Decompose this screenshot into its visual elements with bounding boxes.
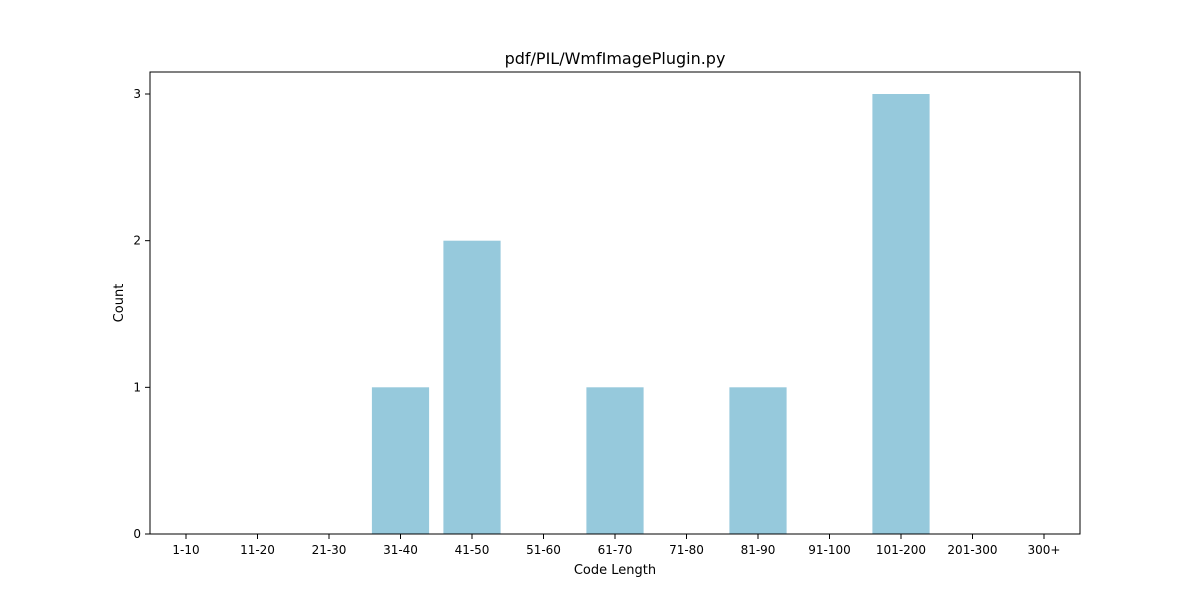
x-tick-label: 91-100 bbox=[808, 543, 851, 557]
x-axis-label: Code Length bbox=[574, 563, 656, 578]
bar-81-90 bbox=[729, 387, 786, 534]
x-tick-label: 201-300 bbox=[947, 543, 997, 557]
x-tick-label: 300+ bbox=[1028, 543, 1061, 557]
x-tick-label: 51-60 bbox=[526, 543, 561, 557]
bar-41-50 bbox=[443, 241, 500, 534]
x-tick-label: 21-30 bbox=[312, 543, 347, 557]
x-tick-label: 81-90 bbox=[741, 543, 776, 557]
x-tick-label: 31-40 bbox=[383, 543, 418, 557]
chart-title: pdf/PIL/WmfImagePlugin.py bbox=[505, 49, 726, 68]
bar-101-200 bbox=[872, 94, 929, 534]
y-tick-label: 2 bbox=[133, 234, 141, 248]
y-axis: 0 1 2 3 bbox=[133, 87, 150, 541]
bar-61-70 bbox=[586, 387, 643, 534]
x-axis: 1-10 11-20 21-30 31-40 41-50 51-60 61-70 71-80 8… bbox=[172, 534, 1060, 557]
y-tick-label: 0 bbox=[133, 527, 141, 541]
x-tick-label: 71-80 bbox=[669, 543, 704, 557]
x-tick-label: 11-20 bbox=[240, 543, 275, 557]
bars-group bbox=[372, 94, 930, 534]
y-tick-label: 1 bbox=[133, 380, 141, 394]
x-tick-label: 101-200 bbox=[876, 543, 926, 557]
bar-31-40 bbox=[372, 387, 429, 534]
x-tick-label: 1-10 bbox=[172, 543, 199, 557]
y-tick-label: 3 bbox=[133, 87, 141, 101]
x-tick-label: 41-50 bbox=[455, 543, 490, 557]
x-tick-label: 61-70 bbox=[598, 543, 633, 557]
y-axis-label: Count bbox=[112, 284, 127, 323]
